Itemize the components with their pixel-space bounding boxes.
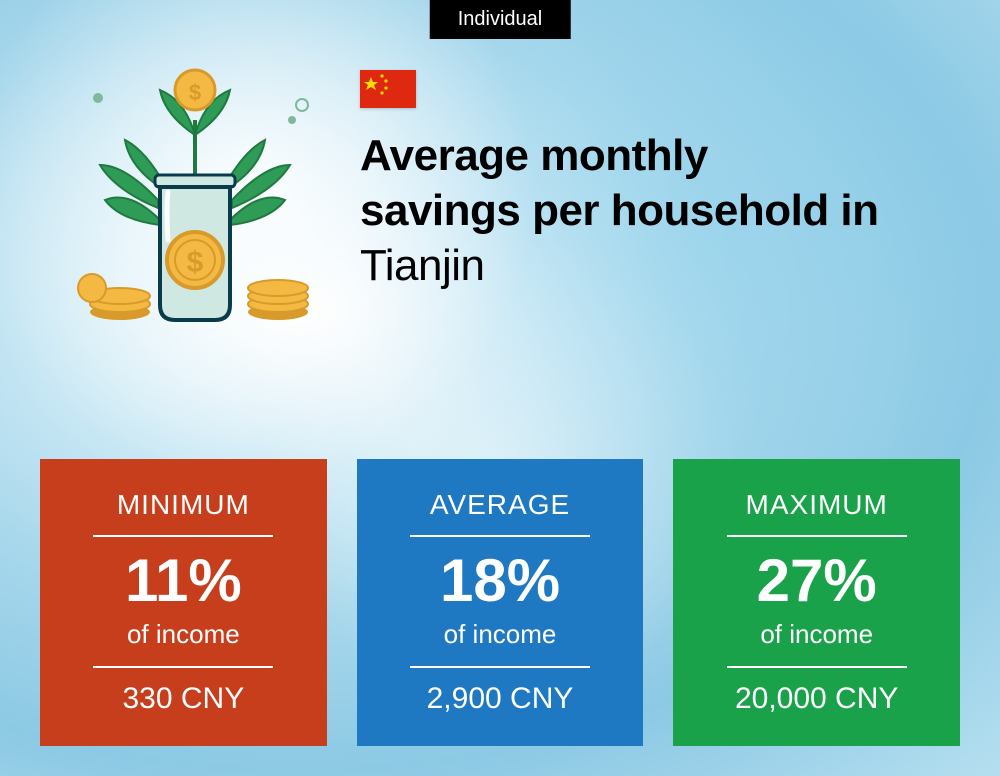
title-line2: savings per household in	[360, 186, 879, 235]
divider	[410, 535, 590, 537]
jar-plant-icon: $ $	[70, 60, 320, 330]
card-percent: 11%	[64, 551, 303, 611]
title-block: Average monthly savings per household in…	[360, 60, 930, 293]
stats-cards: MINIMUM 11% of income 330 CNY AVERAGE 18…	[40, 459, 960, 746]
card-sub: of income	[381, 619, 620, 650]
svg-text:$: $	[187, 246, 204, 279]
divider	[727, 535, 907, 537]
card-sub: of income	[64, 619, 303, 650]
card-label: MINIMUM	[64, 489, 303, 521]
card-label: AVERAGE	[381, 489, 620, 521]
card-label: MAXIMUM	[697, 489, 936, 521]
header: $ $ Average monthly savings per househol…	[70, 60, 930, 330]
divider	[93, 666, 273, 668]
card-percent: 27%	[697, 551, 936, 611]
svg-text:$: $	[189, 80, 201, 105]
card-average: AVERAGE 18% of income 2,900 CNY	[357, 459, 644, 746]
divider	[93, 535, 273, 537]
title-city: Tianjin	[360, 241, 484, 290]
divider	[727, 666, 907, 668]
divider	[410, 666, 590, 668]
card-amount: 2,900 CNY	[381, 682, 620, 716]
card-amount: 330 CNY	[64, 682, 303, 716]
china-flag-icon	[360, 70, 416, 108]
card-percent: 18%	[381, 551, 620, 611]
card-amount: 20,000 CNY	[697, 682, 936, 716]
category-tag: Individual	[430, 0, 571, 39]
card-sub: of income	[697, 619, 936, 650]
title-line1: Average monthly	[360, 131, 708, 180]
card-minimum: MINIMUM 11% of income 330 CNY	[40, 459, 327, 746]
card-maximum: MAXIMUM 27% of income 20,000 CNY	[673, 459, 960, 746]
savings-illustration: $ $	[70, 60, 320, 330]
page-title: Average monthly savings per household in…	[360, 128, 930, 293]
